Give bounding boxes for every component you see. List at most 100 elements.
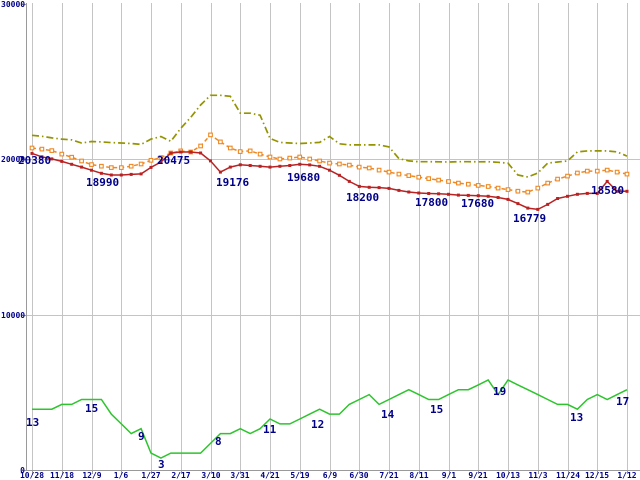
band-marker	[604, 167, 610, 173]
x-axis-label: 10/28	[19, 471, 45, 480]
x-axis-label: 11/3	[528, 471, 548, 480]
price-marker	[149, 165, 153, 169]
band-marker	[138, 161, 144, 167]
price-marker	[526, 206, 530, 210]
price-marker	[50, 157, 54, 161]
band-marker	[307, 156, 313, 162]
price-marker	[466, 193, 470, 197]
count-annotation: 9	[138, 430, 145, 443]
price-annotation: 17800	[415, 196, 449, 209]
band-marker	[406, 173, 412, 178]
band-marker	[297, 154, 303, 160]
price-marker	[585, 191, 589, 195]
count-annotation: 12	[311, 418, 325, 431]
price-marker	[377, 186, 381, 190]
price-marker	[90, 168, 93, 172]
upper-band-series	[31, 94, 628, 178]
price-marker	[318, 164, 322, 168]
price-marker	[556, 197, 560, 200]
price-marker	[595, 191, 599, 195]
band-marker	[198, 143, 203, 149]
band-marker	[575, 170, 580, 176]
price-marker	[427, 192, 431, 195]
count-annotation: 15	[85, 402, 99, 415]
x-axis-label: 2/17	[171, 471, 191, 480]
price-marker	[397, 188, 401, 192]
band-marker	[614, 169, 620, 175]
price-marker	[278, 164, 282, 168]
count-annotation: 3	[158, 458, 165, 471]
count-annotation: 13	[570, 411, 584, 424]
x-axis-label: 5/19	[290, 471, 310, 480]
price-marker	[417, 191, 421, 195]
x-axis-label: 7/21	[379, 471, 399, 480]
count-annotation: 15	[430, 403, 444, 416]
band-marker	[227, 145, 233, 151]
price-marker	[199, 151, 203, 155]
price-marker	[308, 163, 312, 167]
price-annotation: 18200	[346, 191, 380, 204]
band-marker	[465, 181, 471, 187]
price-marker	[209, 159, 212, 163]
y-axis-label: 20000	[1, 155, 26, 164]
band-marker	[505, 187, 511, 192]
price-marker	[189, 150, 193, 154]
x-axis-label: 1/27	[141, 471, 161, 480]
band-marker	[426, 176, 432, 181]
price-annotation: 19680	[287, 171, 321, 184]
price-marker	[546, 202, 550, 206]
price-marker	[476, 194, 480, 198]
price-marker	[516, 202, 520, 206]
price-marker	[496, 196, 500, 199]
band-marker	[515, 188, 521, 194]
price-marker	[337, 173, 341, 177]
y-axis-label: 30000	[1, 0, 26, 9]
price-marker	[109, 173, 113, 177]
price-marker	[566, 194, 569, 198]
band-marker	[247, 148, 253, 154]
x-axis-label: 1/6	[113, 471, 129, 480]
band-marker	[396, 171, 402, 177]
price-annotation: 17680	[461, 197, 495, 210]
band-marker	[69, 154, 75, 160]
x-axis-label: 9/21	[468, 471, 488, 480]
band-marker	[267, 154, 273, 160]
price-marker	[456, 193, 460, 197]
band-marker	[594, 168, 600, 174]
price-marker	[218, 170, 222, 174]
price-marker	[228, 165, 232, 169]
price-annotation: 19176	[216, 176, 250, 189]
band-marker	[218, 139, 223, 145]
price-marker	[30, 151, 34, 155]
count-annotation: 14	[381, 408, 395, 421]
price-marker	[447, 192, 450, 196]
price-marker	[486, 194, 490, 198]
price-marker	[625, 189, 629, 193]
band-marker	[485, 184, 491, 189]
band-marker	[545, 180, 551, 186]
price-marker	[288, 164, 292, 167]
x-axis-label: 11/18	[49, 471, 75, 480]
band-marker	[99, 163, 104, 169]
price-marker	[129, 172, 133, 176]
band-marker	[495, 185, 501, 191]
price-marker	[268, 165, 272, 169]
count-annotation: 8	[215, 435, 222, 448]
band-marker	[128, 163, 134, 169]
band-marker	[79, 158, 84, 164]
x-axis-label: 1/12	[617, 471, 637, 480]
band-marker	[89, 162, 94, 167]
band-marker	[584, 168, 590, 174]
x-axis-label: 4/21	[260, 471, 280, 480]
band-marker	[49, 148, 55, 153]
price-marker	[80, 165, 84, 169]
band-marker	[277, 156, 283, 162]
band-marker	[108, 165, 114, 170]
band-marker	[327, 160, 332, 166]
band-marker	[416, 174, 422, 180]
price-marker	[248, 164, 252, 167]
band-marker	[39, 146, 45, 152]
price-marker	[258, 164, 262, 168]
